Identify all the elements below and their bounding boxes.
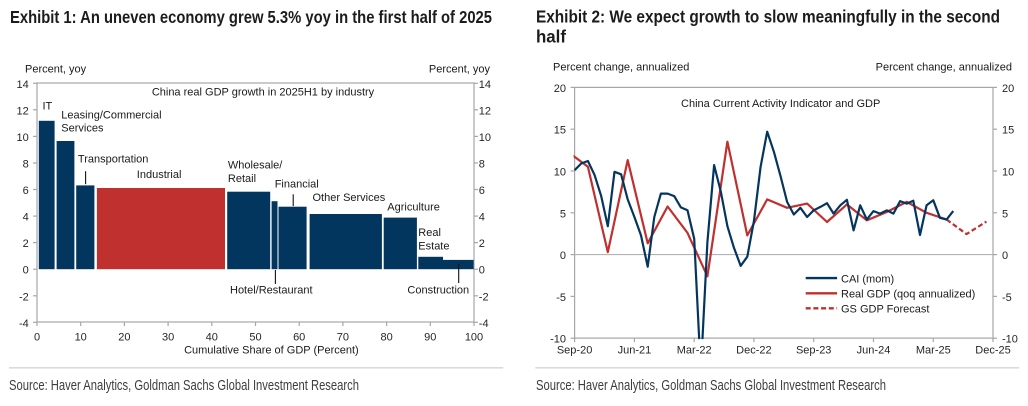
svg-text:CAI (mom): CAI (mom) xyxy=(841,273,894,285)
svg-text:Dec-22: Dec-22 xyxy=(736,345,771,357)
svg-text:Leasing/Commercial: Leasing/Commercial xyxy=(61,109,161,121)
svg-text:Mar-25: Mar-25 xyxy=(916,345,951,357)
svg-text:Wholesale/: Wholesale/ xyxy=(228,160,283,172)
svg-text:Source: Haver Analytics, Goldm: Source: Haver Analytics, Goldman Sachs G… xyxy=(9,377,359,394)
svg-text:10: 10 xyxy=(75,332,87,344)
svg-text:IT: IT xyxy=(43,100,53,112)
svg-text:2: 2 xyxy=(479,238,485,250)
svg-text:Retail: Retail xyxy=(228,173,256,185)
svg-text:8: 8 xyxy=(479,159,485,171)
svg-text:Cumulative Share of GDP (Perce: Cumulative Share of GDP (Percent) xyxy=(184,345,359,357)
svg-text:10: 10 xyxy=(17,132,29,144)
svg-text:20: 20 xyxy=(554,83,566,95)
svg-text:12: 12 xyxy=(17,105,29,117)
svg-text:-5: -5 xyxy=(1002,292,1012,304)
svg-text:0: 0 xyxy=(560,250,566,262)
svg-text:Financial: Financial xyxy=(275,178,319,190)
svg-text:Industrial: Industrial xyxy=(137,169,182,181)
svg-text:2: 2 xyxy=(23,238,29,250)
svg-text:10: 10 xyxy=(1002,167,1014,179)
svg-text:Jun-24: Jun-24 xyxy=(857,345,891,357)
svg-text:15: 15 xyxy=(554,125,566,137)
svg-text:30: 30 xyxy=(162,332,174,344)
svg-text:Sep-23: Sep-23 xyxy=(796,345,831,357)
svg-text:Construction: Construction xyxy=(407,284,469,296)
svg-text:10: 10 xyxy=(479,132,491,144)
svg-text:-10: -10 xyxy=(1002,334,1018,346)
svg-text:half: half xyxy=(536,27,566,47)
svg-text:50: 50 xyxy=(249,332,261,344)
svg-text:GS GDP Forecast: GS GDP Forecast xyxy=(841,304,929,316)
svg-text:-4: -4 xyxy=(19,318,29,330)
svg-text:6: 6 xyxy=(479,185,485,197)
svg-text:Services: Services xyxy=(61,122,104,134)
svg-text:Dec-25: Dec-25 xyxy=(975,345,1010,357)
svg-text:Other Services: Other Services xyxy=(313,192,386,204)
svg-text:-10: -10 xyxy=(550,334,566,346)
svg-text:Mar-22: Mar-22 xyxy=(677,345,712,357)
svg-text:Estate: Estate xyxy=(418,240,449,252)
svg-text:Source: Haver Analytics, Goldm: Source: Haver Analytics, Goldman Sachs G… xyxy=(536,377,886,394)
svg-text:4: 4 xyxy=(23,212,29,224)
svg-text:China real GDP growth in 2025H: China real GDP growth in 2025H1 by indus… xyxy=(152,87,375,99)
svg-text:China Current Activity Indicat: China Current Activity Indicator and GDP xyxy=(681,98,880,110)
svg-text:12: 12 xyxy=(479,105,491,117)
svg-text:8: 8 xyxy=(23,159,29,171)
svg-text:Percent change, annualized: Percent change, annualized xyxy=(876,61,1012,73)
svg-text:100: 100 xyxy=(465,332,483,344)
svg-text:Sep-20: Sep-20 xyxy=(557,345,592,357)
svg-text:Percent, yoy: Percent, yoy xyxy=(25,63,87,75)
svg-text:Exhibit 2: We expect growth to: Exhibit 2: We expect growth to slow mean… xyxy=(536,7,1000,27)
svg-text:Percent change, annualized: Percent change, annualized xyxy=(553,61,689,73)
svg-text:80: 80 xyxy=(380,332,392,344)
svg-text:20: 20 xyxy=(118,332,130,344)
svg-text:Percent, yoy: Percent, yoy xyxy=(429,63,491,75)
svg-text:10: 10 xyxy=(554,167,566,179)
svg-text:4: 4 xyxy=(479,212,485,224)
svg-text:0: 0 xyxy=(23,265,29,277)
svg-text:Exhibit 1: An uneven economy g: Exhibit 1: An uneven economy grew 5.3% y… xyxy=(10,7,492,27)
svg-text:0: 0 xyxy=(479,265,485,277)
svg-text:Jun-21: Jun-21 xyxy=(618,345,652,357)
svg-text:-5: -5 xyxy=(556,292,566,304)
svg-text:-4: -4 xyxy=(479,318,489,330)
svg-text:70: 70 xyxy=(337,332,349,344)
svg-text:-2: -2 xyxy=(19,291,29,303)
svg-text:14: 14 xyxy=(17,79,29,91)
svg-text:60: 60 xyxy=(293,332,305,344)
svg-text:5: 5 xyxy=(1002,208,1008,220)
svg-text:-2: -2 xyxy=(479,291,489,303)
svg-text:Real GDP (qoq annualized): Real GDP (qoq annualized) xyxy=(841,289,975,301)
svg-text:0: 0 xyxy=(1002,250,1008,262)
svg-text:90: 90 xyxy=(424,332,436,344)
svg-text:Real: Real xyxy=(418,227,441,239)
svg-text:6: 6 xyxy=(23,185,29,197)
svg-text:5: 5 xyxy=(560,208,566,220)
svg-text:15: 15 xyxy=(1002,125,1014,137)
svg-text:20: 20 xyxy=(1002,83,1014,95)
svg-text:Transportation: Transportation xyxy=(78,153,149,165)
svg-text:14: 14 xyxy=(479,79,491,91)
svg-text:Hotel/Restaurant: Hotel/Restaurant xyxy=(230,284,313,296)
svg-text:Agriculture: Agriculture xyxy=(387,202,440,214)
svg-text:40: 40 xyxy=(206,332,218,344)
svg-text:0: 0 xyxy=(34,332,40,344)
